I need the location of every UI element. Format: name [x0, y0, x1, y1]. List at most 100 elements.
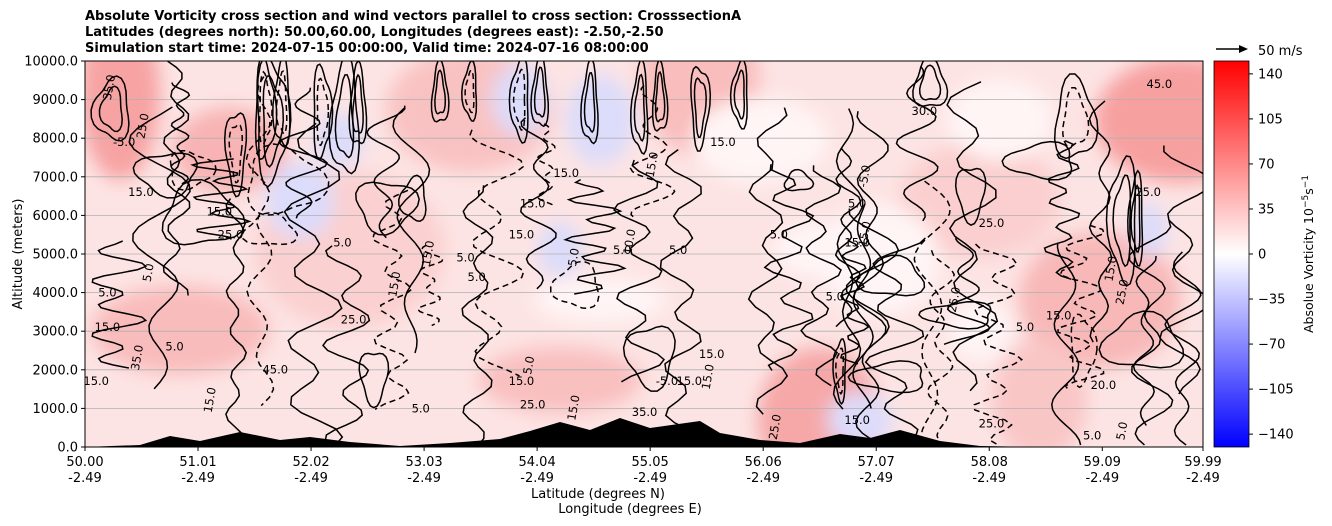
contour-label: 15.0: [520, 197, 546, 211]
contour-line-negative: [913, 180, 951, 443]
contour-loop: [461, 61, 478, 122]
contour-label: 25.0: [341, 312, 367, 326]
contour-loop: [328, 61, 360, 175]
contour-line: [839, 239, 870, 365]
contour-loop: [533, 66, 546, 118]
contour-label: 15.0: [677, 374, 703, 388]
y-tick-label: 6000.0: [33, 209, 79, 224]
contour-label: 15.0: [710, 135, 736, 149]
contour-label: 25.0: [945, 286, 963, 314]
vorticity-neutral-patch: [533, 277, 667, 323]
contour-label: -5.0: [113, 135, 135, 149]
contour-label: 5.0: [468, 270, 486, 284]
contour-line: [612, 159, 666, 383]
contour-loop-negative: [228, 123, 243, 184]
contour-line: [520, 117, 557, 290]
contour-loop: [398, 174, 427, 222]
contour-label: 15.0: [95, 320, 121, 334]
contour-loop: [262, 75, 285, 168]
y-tick-label: 5000.0: [33, 248, 79, 263]
y-tick-label: 0.0: [57, 441, 78, 456]
contour-loop: [355, 181, 420, 236]
contour-loop-negative: [258, 70, 273, 146]
contour-line: [763, 164, 815, 371]
contour-label: 15.0: [643, 151, 661, 179]
x-tick-label-lat: 51.01: [179, 455, 216, 470]
contour-loop: [832, 338, 847, 405]
colorbar-tick-label: 0: [1258, 248, 1266, 263]
contour-label: 5.0: [456, 251, 474, 265]
contour-label: 5.0: [98, 285, 116, 299]
contour-label: 15.0: [201, 386, 219, 414]
contour-loop-negative: [275, 70, 288, 136]
contour-line: [832, 108, 864, 410]
contour-label: 45.0: [262, 363, 288, 377]
contour-loop: [132, 152, 198, 199]
vorticity-neutral-patch: [947, 299, 1013, 361]
contour-line: [278, 87, 328, 219]
contour-loop-negative: [512, 68, 526, 132]
contour-label: 15.0: [83, 374, 109, 388]
contour-loop: [633, 73, 646, 142]
contour-loop: [1105, 155, 1137, 288]
x-tick-label-lon: -2.49: [972, 471, 1006, 486]
y-axis-label: Altitude (meters): [11, 199, 26, 310]
x-tick-label-lat: 59.09: [1084, 455, 1121, 470]
contour-loop-negative: [835, 347, 845, 396]
contour-loop: [313, 63, 334, 161]
contour-label: 15.0: [509, 374, 535, 388]
contour-line: [864, 237, 926, 446]
colorbar-label: Absolue Vorticity 10−5s−1: [1301, 175, 1316, 333]
contour-loop: [348, 61, 368, 145]
x-tick-label-lon: -2.49: [859, 471, 893, 486]
contour-label: 15.0: [699, 363, 717, 391]
y-axis: 0.0 1000.0 2000.0 3000.0 4000.0 5000.0 6000.0 7…: [24, 55, 85, 456]
contour-label: 5.0: [140, 262, 157, 282]
contour-label: 15.0: [1102, 255, 1120, 283]
contour-labels: 35.0-5.015.025.015.025.05.05.015.035.0 5.…: [83, 73, 1172, 442]
contour-line: [366, 105, 406, 239]
contour-label: 15.0: [128, 185, 154, 199]
contour-label: 15.0: [844, 413, 870, 427]
contour-loop: [580, 61, 599, 145]
contour-label: 15.0: [699, 347, 725, 361]
contour-line: [1164, 251, 1202, 446]
contour-loop-negative: [1062, 87, 1090, 148]
y-tick-label: 7000.0: [33, 170, 79, 185]
colorbar-tick-label: 35: [1258, 202, 1275, 217]
vorticity-neutral-patch: [773, 222, 867, 278]
contour-label: 15.0: [1046, 309, 1072, 323]
contour-loop: [729, 61, 748, 130]
contour-loop: [1130, 183, 1141, 253]
contour-lines: [90, 61, 1203, 446]
contour-loop: [583, 72, 596, 134]
colorbar-tick-label: 70: [1258, 157, 1275, 172]
chart-title: Absolute Vorticity cross section and win…: [85, 9, 741, 57]
contour-label: 35.0: [632, 405, 658, 419]
contour-label: 25.0: [1135, 185, 1161, 199]
contour-loop: [733, 69, 746, 120]
x-axis-label-longitude: Longitude (degrees E): [558, 502, 702, 517]
contour-label: 5.0: [613, 243, 631, 257]
contour-label: 25.0: [1113, 278, 1131, 306]
quiver-key-label: 50 m/s: [1258, 44, 1303, 59]
contour-loop: [98, 85, 123, 133]
colorbar-label-exponent-2: −1: [1301, 175, 1311, 188]
contour-loop: [254, 61, 278, 161]
contour-label: 25.0: [979, 216, 1005, 230]
contour-label: 5.0: [333, 235, 351, 249]
contour-loop: [1001, 140, 1073, 181]
contour-line: [800, 165, 842, 387]
contour-label: 15.0: [385, 270, 403, 298]
chart-title-line-2: Latitudes (degrees north): 50.00,60.00, …: [85, 25, 664, 40]
contour-label: 15.0: [564, 394, 582, 422]
contour-line: [170, 82, 191, 185]
contour-loop: [1112, 174, 1132, 268]
contour-loop: [90, 75, 130, 142]
vorticity-positive-patch: [90, 285, 270, 375]
contour-loop: [690, 65, 712, 152]
contour-loop: [651, 61, 669, 132]
contour-loop: [334, 74, 355, 159]
contour-loop: [434, 69, 447, 115]
contour-loop: [918, 64, 942, 101]
